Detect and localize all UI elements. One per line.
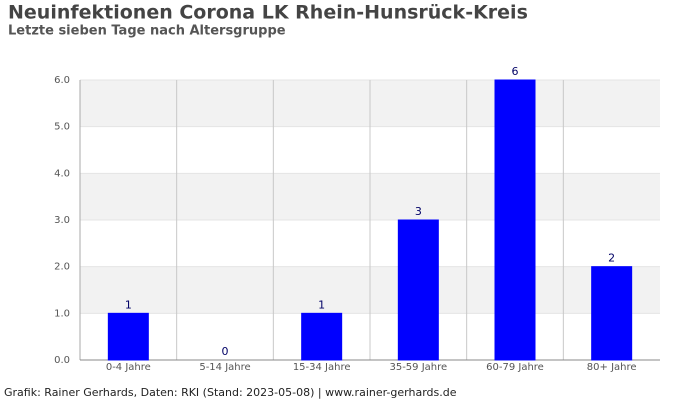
x-tick-label: 60-79 Jahre — [486, 362, 544, 373]
value-label: 1 — [318, 298, 325, 311]
y-tick-label: 0.0 — [54, 355, 70, 366]
bar — [591, 266, 633, 361]
bar — [107, 312, 149, 361]
bar — [301, 312, 343, 361]
value-label: 0 — [222, 345, 229, 358]
chart-subtitle: Letzte sieben Tage nach Altersgruppe — [8, 24, 286, 39]
y-tick-label: 1.0 — [54, 308, 70, 319]
x-tick-label: 15-34 Jahre — [293, 362, 351, 373]
x-tick-label: 0-4 Jahre — [106, 362, 151, 373]
y-tick-label: 2.0 — [54, 262, 70, 273]
chart-title: Neuinfektionen Corona LK Rhein-Hunsrück-… — [8, 2, 528, 24]
y-tick-label: 6.0 — [54, 75, 70, 86]
x-tick-label: 35-59 Jahre — [389, 362, 447, 373]
value-label: 1 — [125, 298, 132, 311]
y-tick-label: 5.0 — [54, 122, 70, 133]
x-tick-label: 5-14 Jahre — [199, 362, 250, 373]
value-label: 3 — [415, 205, 422, 218]
value-label: 6 — [512, 65, 519, 78]
value-label: 2 — [608, 252, 615, 265]
bar — [494, 79, 536, 361]
bar — [397, 219, 439, 361]
y-tick-label: 4.0 — [54, 168, 70, 179]
y-tick-label: 3.0 — [54, 215, 70, 226]
footer: Grafik: Rainer Gerhards, Daten: RKI (Sta… — [4, 386, 457, 399]
x-tick-label: 80+ Jahre — [587, 362, 637, 373]
